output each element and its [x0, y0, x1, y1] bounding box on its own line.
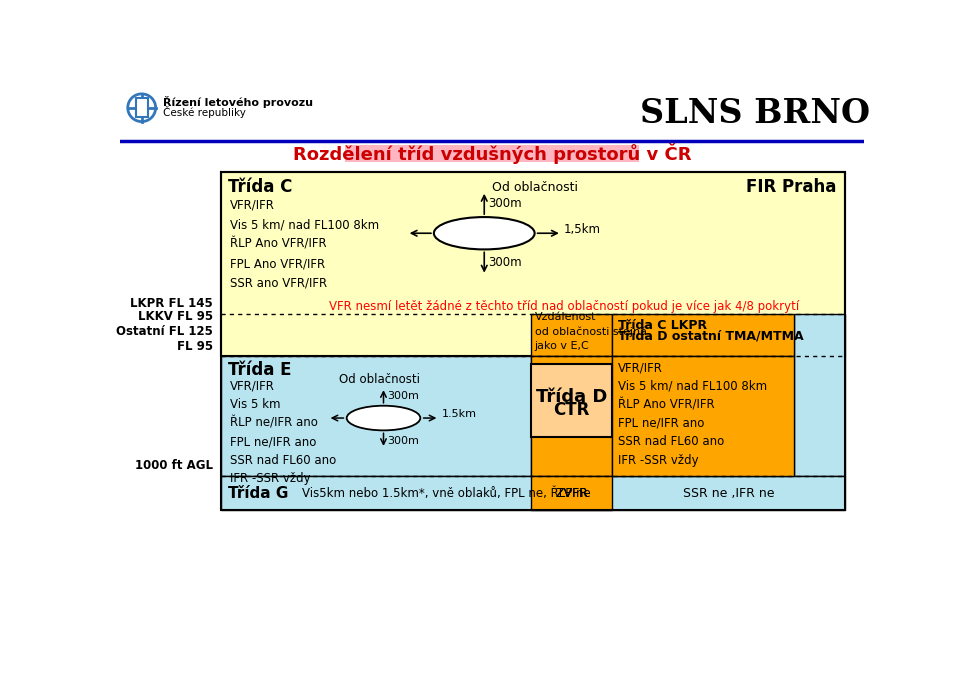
Bar [531, 314, 612, 357]
Bar [221, 172, 845, 510]
Text: ZVFR: ZVFR [555, 486, 588, 499]
Text: Od oblačnosti: Od oblačnosti [339, 373, 420, 386]
Text: Řízení letového provozu: Řízení letového provozu [162, 96, 313, 108]
Text: Od oblačnosti: Od oblačnosti [492, 180, 578, 193]
Text: 300m: 300m [388, 392, 420, 401]
Text: 1,5km: 1,5km [564, 223, 601, 236]
Bar [612, 314, 794, 357]
Text: Třída G: Třída G [228, 486, 289, 501]
Text: Třída C LKPR: Třída C LKPR [618, 319, 708, 332]
Text: Třída C: Třída C [228, 178, 293, 196]
Text: 300m: 300m [488, 198, 521, 211]
Bar [531, 364, 612, 437]
Text: LKKV FL 95: LKKV FL 95 [138, 310, 213, 323]
Text: VFR/IFR
Vis 5 km/ nad FL100 8km
ŘLP Ano VFR/IFR
FPL ne/IFR ano
SSR nad FL60 ano
: VFR/IFR Vis 5 km/ nad FL100 8km ŘLP Ano … [618, 361, 767, 466]
Text: ZVFR: ZVFR [555, 486, 588, 499]
Text: Třída D ostatní TMA/MTMA: Třída D ostatní TMA/MTMA [618, 329, 804, 342]
Bar [531, 357, 612, 476]
Bar [612, 357, 794, 476]
Text: Rozdělení tříd vzdušných prostorů v ČR: Rozdělení tříd vzdušných prostorů v ČR [293, 143, 691, 164]
Bar [221, 172, 845, 357]
Text: VFR nesmí letět žádné z těchto tříd nad oblačností pokud je více jak 4/8 pokrytí: VFR nesmí letět žádné z těchto tříd nad … [328, 300, 799, 313]
Bar [135, 99, 148, 117]
Text: LKPR FL 145: LKPR FL 145 [131, 297, 213, 310]
Text: FIR Praha: FIR Praha [747, 178, 837, 196]
Ellipse shape [347, 405, 420, 430]
Text: VFR/IFR
Vis 5 km/ nad FL100 8km
ŘLP Ano VFR/IFR
FPL Ano VFR/IFR
SSR ano VFR/IFR: VFR/IFR Vis 5 km/ nad FL100 8km ŘLP Ano … [230, 198, 379, 289]
Text: Vzdálenost
od oblačnosti stejná
jako v E,C: Vzdálenost od oblačnosti stejná jako v E… [535, 312, 647, 351]
Text: VFR/IFR
Vis 5 km
ŘLP ne/IFR ano
FPL ne/IFR ano
SSR nad FL60 ano
IFR -SSR vždy: VFR/IFR Vis 5 km ŘLP ne/IFR ano FPL ne/I… [230, 379, 336, 485]
Text: Třída E: Třída E [228, 361, 292, 379]
Ellipse shape [434, 217, 535, 250]
Text: 1.5km: 1.5km [442, 409, 476, 419]
Text: FL 95: FL 95 [177, 340, 213, 353]
Text: CTR: CTR [553, 401, 589, 419]
Text: 1000 ft AGL: 1000 ft AGL [135, 459, 213, 472]
Bar [345, 145, 639, 163]
Text: České republiky: České republiky [162, 106, 246, 117]
Bar [794, 314, 845, 476]
Bar [221, 357, 531, 476]
Text: Třída D: Třída D [536, 388, 607, 406]
Text: 300m: 300m [388, 436, 420, 446]
Text: 300m: 300m [488, 256, 521, 269]
Text: Ostatní FL 125: Ostatní FL 125 [116, 325, 213, 338]
Bar [531, 476, 612, 510]
Text: SSR ne ,IFR ne: SSR ne ,IFR ne [683, 486, 774, 499]
Text: Vis5km nebo 1.5km*, vně oblaků, FPL ne, ŘLP ne: Vis5km nebo 1.5km*, vně oblaků, FPL ne, … [302, 486, 590, 499]
Bar [221, 476, 845, 510]
Text: SLNS BRNO: SLNS BRNO [640, 97, 871, 130]
Circle shape [128, 94, 156, 121]
